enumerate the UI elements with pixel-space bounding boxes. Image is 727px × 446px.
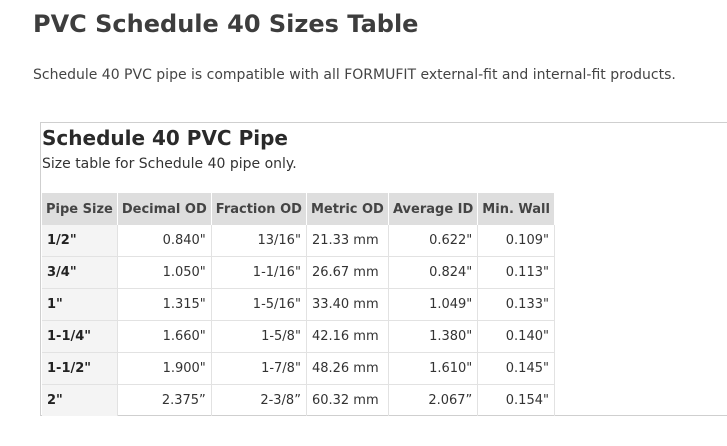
- cell-average-id: 1.049": [388, 288, 479, 321]
- cell-fraction-od: 2-3/8”: [211, 384, 307, 416]
- header-average-id: Average ID: [388, 193, 479, 225]
- table-row: 3/4" 1.050" 1-1/16" 26.67 mm 0.824" 0.11…: [42, 256, 555, 289]
- cell-metric-od: 21.33 mm: [306, 225, 389, 257]
- cell-decimal-od: 0.840": [117, 225, 212, 257]
- table-row: 1-1/4" 1.660" 1-5/8" 42.16 mm 1.380" 0.1…: [42, 320, 555, 353]
- sizes-table: Pipe Size Decimal OD Fraction OD Metric …: [42, 193, 555, 416]
- cell-min-wall: 0.145": [477, 352, 555, 385]
- page-intro: Schedule 40 PVC pipe is compatible with …: [33, 67, 676, 83]
- cell-fraction-od: 1-7/8": [211, 352, 307, 385]
- cell-average-id: 0.622": [388, 225, 479, 257]
- table-row: 2" 2.375” 2-3/8” 60.32 mm 2.067” 0.154": [42, 384, 555, 416]
- cell-decimal-od: 1.050": [117, 256, 212, 289]
- cell-pipe-size: 2": [42, 384, 118, 416]
- cell-decimal-od: 1.315": [117, 288, 212, 321]
- header-pipe-size: Pipe Size: [42, 193, 118, 225]
- table-caption: Size table for Schedule 40 pipe only.: [42, 156, 297, 172]
- table-row: 1" 1.315" 1-5/16" 33.40 mm 1.049" 0.133": [42, 288, 555, 321]
- cell-min-wall: 0.154": [477, 384, 555, 416]
- cell-min-wall: 0.140": [477, 320, 555, 353]
- header-fraction-od: Fraction OD: [211, 193, 307, 225]
- pipe-table-section: Schedule 40 PVC Pipe Size table for Sche…: [40, 122, 727, 416]
- cell-average-id: 0.824": [388, 256, 479, 289]
- cell-min-wall: 0.133": [477, 288, 555, 321]
- cell-average-id: 2.067”: [388, 384, 479, 416]
- cell-fraction-od: 13/16": [211, 225, 307, 257]
- cell-min-wall: 0.109": [477, 225, 555, 257]
- cell-pipe-size: 3/4": [42, 256, 118, 289]
- cell-average-id: 1.610": [388, 352, 479, 385]
- cell-fraction-od: 1-1/16": [211, 256, 307, 289]
- header-metric-od: Metric OD: [306, 193, 389, 225]
- cell-average-id: 1.380": [388, 320, 479, 353]
- cell-metric-od: 33.40 mm: [306, 288, 389, 321]
- cell-min-wall: 0.113": [477, 256, 555, 289]
- page-title: PVC Schedule 40 Sizes Table: [33, 10, 419, 38]
- cell-pipe-size: 1-1/4": [42, 320, 118, 353]
- cell-metric-od: 26.67 mm: [306, 256, 389, 289]
- cell-decimal-od: 1.900": [117, 352, 212, 385]
- cell-fraction-od: 1-5/8": [211, 320, 307, 353]
- cell-metric-od: 48.26 mm: [306, 352, 389, 385]
- table-header-row: Pipe Size Decimal OD Fraction OD Metric …: [42, 193, 555, 225]
- table-row: 1-1/2" 1.900" 1-7/8" 48.26 mm 1.610" 0.1…: [42, 352, 555, 385]
- table-title: Schedule 40 PVC Pipe: [42, 126, 288, 150]
- cell-metric-od: 42.16 mm: [306, 320, 389, 353]
- cell-decimal-od: 1.660": [117, 320, 212, 353]
- header-decimal-od: Decimal OD: [117, 193, 212, 225]
- cell-fraction-od: 1-5/16": [211, 288, 307, 321]
- cell-pipe-size: 1-1/2": [42, 352, 118, 385]
- cell-metric-od: 60.32 mm: [306, 384, 389, 416]
- cell-decimal-od: 2.375”: [117, 384, 212, 416]
- table-row: 1/2" 0.840" 13/16" 21.33 mm 0.622" 0.109…: [42, 225, 555, 257]
- header-min-wall: Min. Wall: [477, 193, 555, 225]
- cell-pipe-size: 1/2": [42, 225, 118, 257]
- cell-pipe-size: 1": [42, 288, 118, 321]
